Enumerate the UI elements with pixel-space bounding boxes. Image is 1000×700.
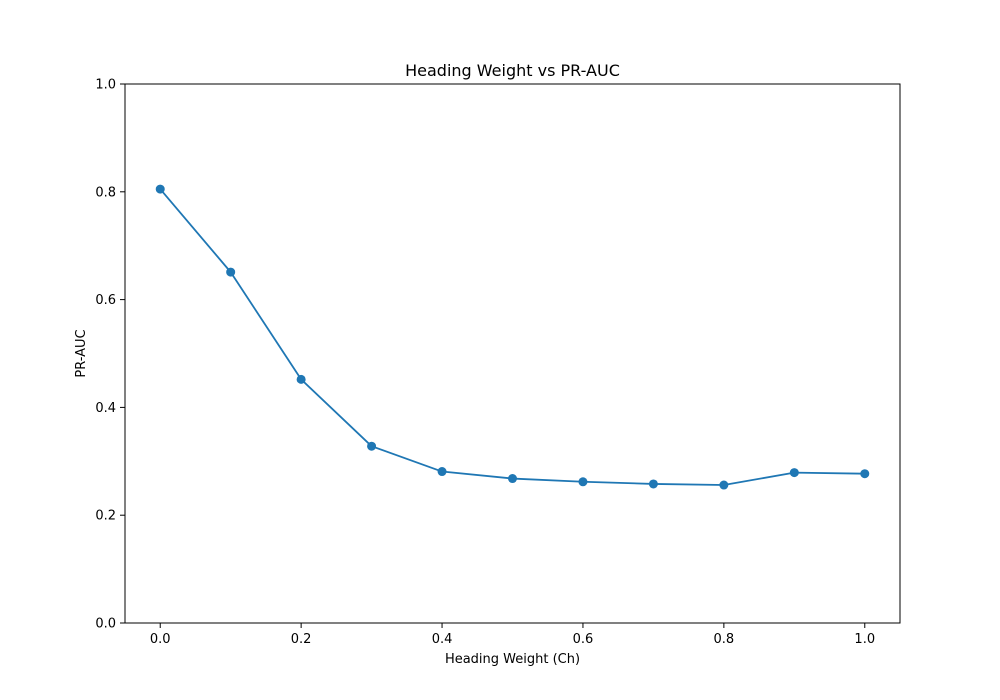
- y-tick-label: 0.2: [95, 509, 116, 524]
- data-point: [648, 479, 658, 489]
- axis-ticks: 0.0 0.2 0.4 0.6 0.8 1.0 0.0 0.2 0.4 0.6 0.8 1.0: [95, 78, 875, 648]
- x-tick-label: 0.8: [714, 632, 735, 647]
- y-tick-label: 1.0: [95, 78, 116, 93]
- data-point: [226, 267, 236, 277]
- data-point: [860, 469, 870, 479]
- data-point: [367, 441, 377, 451]
- x-axis-label: Heading Weight (Ch): [445, 652, 580, 667]
- x-tick-label: 0.4: [432, 632, 453, 647]
- y-tick-label: 0.4: [95, 401, 116, 416]
- data-point: [155, 184, 165, 194]
- y-tick-label: 0.6: [95, 293, 116, 308]
- series-layer: [155, 184, 870, 490]
- x-tick-label: 0.6: [573, 632, 594, 647]
- data-point: [437, 467, 447, 477]
- data-point: [719, 480, 729, 490]
- y-tick-label: 0.0: [95, 617, 116, 632]
- plot-frame: [124, 83, 901, 624]
- y-tick-label: 0.8: [95, 185, 116, 200]
- data-point: [296, 374, 306, 384]
- data-point: [578, 477, 588, 487]
- data-point: [508, 474, 517, 484]
- data-point: [789, 468, 799, 478]
- series-line: [159, 188, 865, 486]
- x-tick-label: 0.2: [291, 632, 312, 647]
- chart-title: Heading Weight vs PR-AUC: [405, 61, 620, 80]
- y-axis-label: PR-AUC: [74, 329, 89, 377]
- x-tick-label: 0.0: [150, 632, 171, 647]
- x-tick-label: 1.0: [854, 632, 875, 647]
